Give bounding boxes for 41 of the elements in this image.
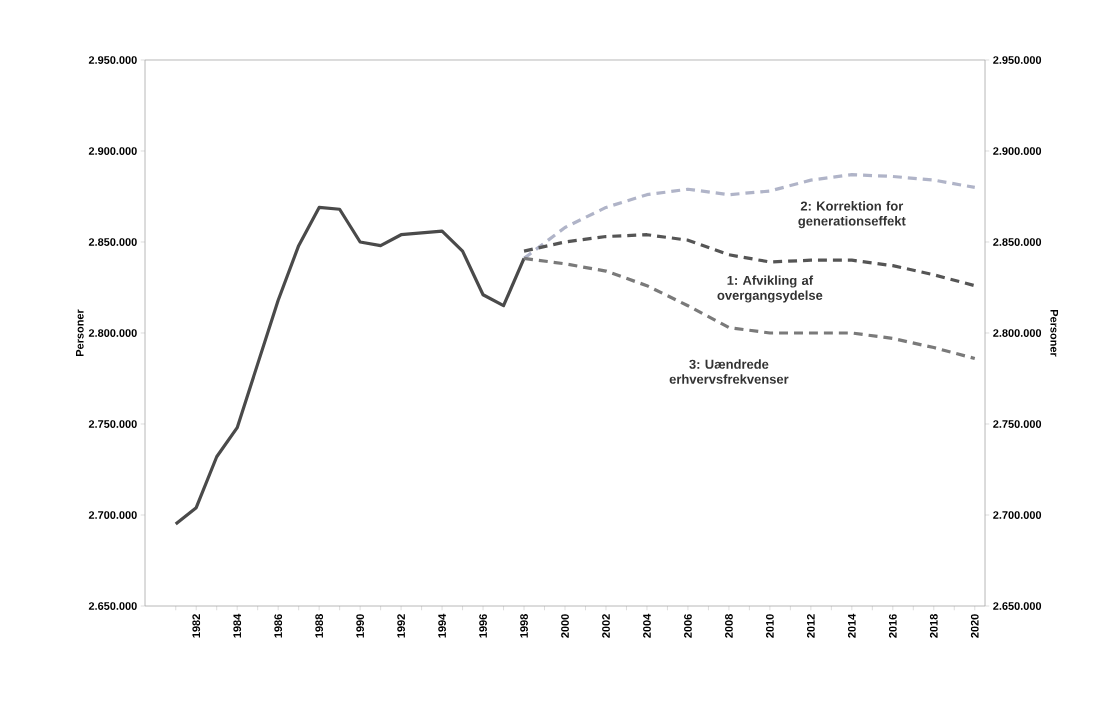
x-tick-label: 1988 [315, 614, 324, 638]
y2-tick-label: 2.650.000 [993, 602, 1042, 610]
x-tick-label: 2000 [561, 614, 569, 638]
x-tick-label: 2014 [847, 613, 856, 638]
x-tick-label: 2004 [643, 613, 651, 638]
line-series [522, 233, 977, 288]
x-tick-label: 1986 [274, 614, 283, 638]
y-tick-label: 2.700.000 [88, 511, 137, 519]
x-tick-label: 1984 [233, 613, 242, 638]
x-tick-label: 2002 [602, 614, 610, 638]
y-tick-label: 2.850.000 [88, 238, 137, 246]
x-tick-label: 1998 [520, 614, 528, 638]
y2-tick-label: 2.700.000 [993, 511, 1042, 519]
x-tick-label: 2012 [806, 614, 815, 638]
x-tick-label: 2008 [725, 614, 733, 638]
y-tick-label: 2.800.000 [88, 329, 137, 337]
y-axis-title: Personer [76, 309, 84, 357]
series-label: 2: Korrektion for generationseffekt [798, 201, 906, 229]
x-tick-label: 2020 [970, 614, 979, 638]
x-tick-label: 2018 [929, 614, 938, 638]
x-tick-label: 1990 [356, 614, 365, 638]
x-tick-label: 2010 [766, 614, 774, 638]
y2-tick-label: 2.750.000 [993, 420, 1042, 428]
x-tick-label: 1996 [479, 614, 487, 638]
x-tick-label: 2006 [684, 614, 692, 638]
y-tick-label: 2.650.000 [88, 602, 137, 610]
y2-tick-label: 2.900.000 [993, 147, 1042, 155]
line-series [522, 173, 977, 260]
y2-axis-title: Personer [1050, 309, 1059, 357]
text: 3: Uændrede erhvervsfrekvenser [669, 359, 789, 384]
x-tick-label: 1992 [397, 614, 405, 638]
y-tick-label: 2.750.000 [88, 420, 137, 428]
x-tick-label: 1982 [192, 614, 201, 638]
y-tick-label: 2.950.000 [88, 56, 137, 64]
y2-tick-label: 2.950.000 [993, 56, 1042, 64]
x-tick-label: 1994 [438, 613, 446, 638]
y2-tick-label: 2.850.000 [993, 238, 1042, 246]
series-label: 1: Afvikling af overgangsydelse [717, 275, 823, 303]
x-tick-label: 2016 [888, 614, 897, 638]
y2-tick-label: 2.800.000 [993, 329, 1042, 337]
y-tick-label: 2.900.000 [88, 147, 137, 155]
